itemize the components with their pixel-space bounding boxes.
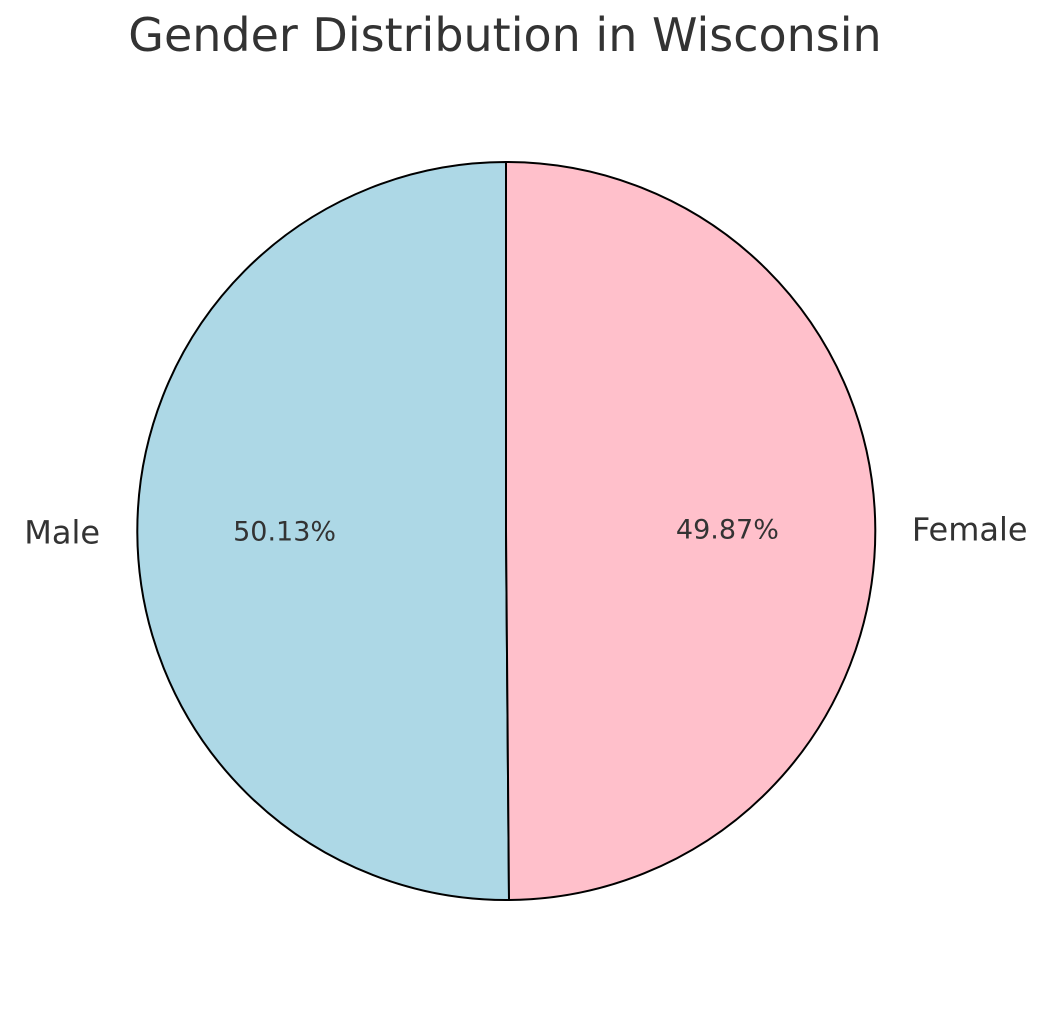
slice-label-female: Female [912,510,1028,548]
pie-slice-male [136,161,511,901]
pct-label-male: 50.13% [233,516,336,547]
chart-title: Gender Distribution in Wisconsin [128,8,881,62]
pct-label-female: 49.87% [676,515,779,546]
pie-slice-female [505,161,877,901]
slice-label-male: Male [24,514,100,552]
pie: 50.13% Male 49.87% Female [24,161,1028,901]
